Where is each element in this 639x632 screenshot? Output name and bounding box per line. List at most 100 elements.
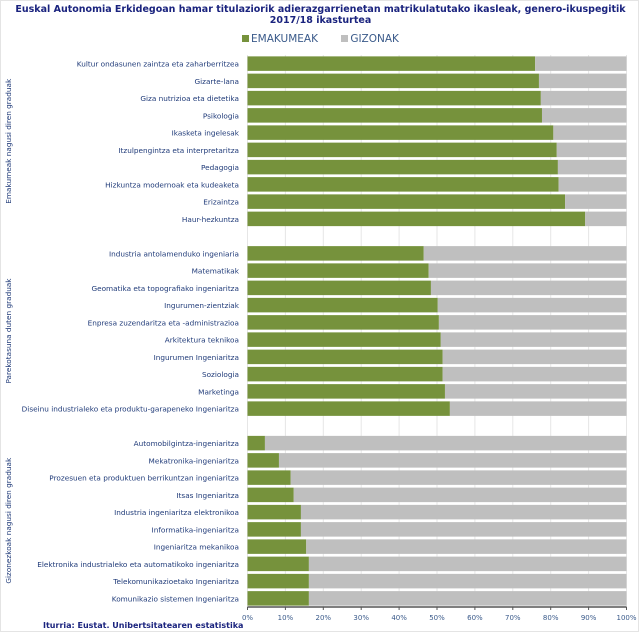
category-label: Ingeniaritza mekanikoa [154,543,239,552]
bar-gizonak [553,125,627,140]
bar-gizonak [293,487,627,503]
legend-swatch [242,35,250,42]
legend-item-emakumeak: EMAKUMEAK [242,33,318,45]
bar-emakumeak [247,263,429,278]
group-label: Parekotasuna duten graduak [4,278,13,384]
bar-gizonak [442,349,627,365]
bar-emakumeak [247,401,450,416]
x-tick-label: 80% [543,614,559,622]
bar-emakumeak [247,539,307,554]
category-label: Giza nutrizioa eta dietetika [140,94,239,103]
bar-gizonak [264,435,627,451]
bar-emakumeak [247,573,309,589]
category-label: Elektronika industrialeko eta automatiko… [37,560,239,569]
bar-emakumeak [247,194,566,209]
bar-emakumeak [247,332,441,347]
x-tick-label: 50% [429,614,445,622]
category-label: Mekatronika-ingeniaritza [149,456,239,465]
legend-label: GIZONAK [350,33,399,45]
group-label: Emakumeak nagusi diren graduak [4,78,13,204]
x-tick-label: 20% [316,614,332,622]
category-label: Informatika-ingeniaritza [152,525,239,534]
x-tick-label: 70% [505,614,521,622]
bar-emakumeak [247,211,586,227]
bar-emakumeak [247,522,301,537]
bar-gizonak [428,263,627,278]
bar-emakumeak [247,349,443,365]
chart-title: Euskal Autonomia Erkidegoan hamar titula… [1,4,638,26]
bar-gizonak [540,90,627,106]
x-tick-label: 10% [278,614,294,622]
category-label: Automobilgintza-ingeniaritza [134,439,239,448]
bar-emakumeak [247,366,443,382]
bar-emakumeak [247,435,265,451]
category-label: Erizaintza [203,198,239,207]
bar-emakumeak [247,90,541,106]
bar-gizonak [308,556,627,572]
bar-gizonak [538,73,627,89]
x-tick-label: 30% [353,614,369,622]
bar-gizonak [438,315,627,330]
category-label: Soziologia [202,370,239,379]
subtitle-line: 2017/18 ikasturtea [269,15,372,26]
bar-emakumeak [247,142,557,158]
bar-gizonak [300,504,627,520]
bar-emakumeak [247,487,294,503]
bar-gizonak [557,159,627,175]
legend-swatch [341,35,349,42]
category-label: Telekomunikazioetako Ingeniaritza [112,577,239,586]
bar-emakumeak [247,384,445,399]
source-note: Iturria: Eustat. Unibertsitatearen estat… [43,621,244,630]
bar-gizonak [535,56,627,71]
bar-gizonak [290,470,627,485]
bar-gizonak [449,401,627,416]
bar-emakumeak [247,73,539,89]
legend: EMAKUMEAK GIZONAK [1,33,638,45]
category-label: Ingurumen Ingeniaritza [154,353,239,362]
x-tick-label: 100% [616,614,636,622]
bar-emakumeak [247,504,301,520]
category-label: Ingurumen-zientziak [164,301,240,310]
bar-emakumeak [247,246,424,261]
category-label: Prozesuen eta produktuen berrikuntzan in… [49,474,239,483]
bar-emakumeak [247,297,438,313]
x-tick-label: 0% [242,614,253,622]
bar-emakumeak [247,125,554,140]
category-label: Psikologia [203,111,239,120]
legend-label: EMAKUMEAK [251,33,318,45]
category-label: Pedagogia [201,163,239,172]
bar-gizonak [442,366,627,382]
bar-gizonak [556,142,627,158]
bar-emakumeak [247,280,431,296]
category-label: Itsas Ingeniaritza [176,491,239,500]
category-label: Gizarte-lana [194,77,239,86]
category-label: Matematikak [192,267,240,276]
category-label: Marketinga [198,387,239,396]
bar-gizonak [565,194,627,209]
legend-item-gizonak: GIZONAK [341,33,399,45]
category-label: Industria ingeniaritza elektronikoa [114,508,239,517]
bar-gizonak [558,177,627,192]
category-label: Arkitektura teknikoa [165,336,239,345]
bar-gizonak [437,297,627,313]
category-label: Kultur ondasunen zaintza eta zaharberrit… [77,60,239,69]
x-tick-label: 40% [391,614,407,622]
title-line: Euskal Autonomia Erkidegoan hamar titula… [15,4,626,15]
bar-gizonak [585,211,627,227]
bar-emakumeak [247,108,542,123]
group-label: Gizonezkoak nagusi diren graduak [4,457,13,584]
bar-gizonak [308,573,627,589]
bar-emakumeak [247,591,309,606]
bar-gizonak [541,108,627,123]
category-label: Hizkuntza modernoak eta kudeaketa [105,180,239,189]
category-label: Komunikazio sistemen Ingeniaritza [112,594,239,603]
category-label: Ikasketa ingelesak [172,129,240,138]
category-label: Geomatika eta topografiako ingeniaritza [91,284,239,293]
bar-gizonak [430,280,627,296]
bar-gizonak [440,332,627,347]
bar-gizonak [423,246,627,261]
bar-gizonak [300,522,627,537]
category-label: Diseinu industrialeko eta produktu-garap… [22,405,239,414]
category-label: Haur-hezkuntza [182,215,239,224]
